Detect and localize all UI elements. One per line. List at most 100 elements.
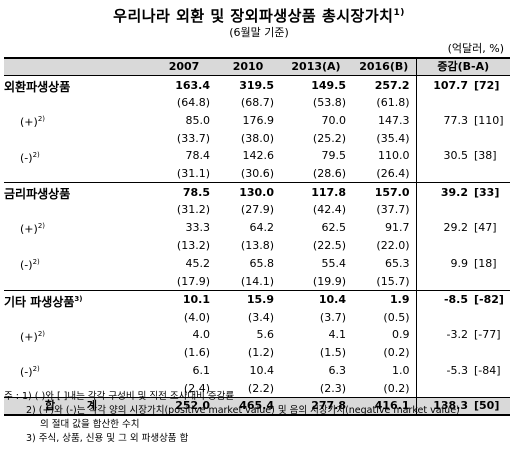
cell-value: 6.3	[328, 364, 347, 378]
table-row: (+)2) 85.0 176.9 70.0 147.3 77.3 [110]	[4, 111, 510, 131]
cell-change-rate	[468, 166, 511, 184]
cell-value: 5.6	[256, 328, 275, 342]
row-label: (-)2)	[20, 150, 40, 165]
cell-value: (1.5)	[319, 346, 346, 360]
row-label	[4, 166, 152, 184]
cell-change-rate	[468, 202, 510, 218]
table-row: (64.8) (68.7) (53.8) (61.8)	[4, 95, 510, 111]
cell-value: 147.3	[378, 113, 410, 127]
cell-value: (26.4)	[352, 166, 416, 184]
cell-change	[415, 345, 468, 362]
cell-change: 107.7	[415, 75, 468, 95]
row-label	[4, 345, 152, 361]
total-value: 416.1	[352, 396, 416, 416]
cell-change	[415, 309, 468, 326]
cell-value: (61.8)	[376, 96, 410, 109]
cell-value: (22.0)	[376, 238, 410, 252]
cell-change-rate: [72]	[474, 78, 500, 92]
cell-value: (68.7)	[240, 96, 274, 109]
cell-value: 78.5	[182, 185, 210, 199]
total-label: 합 계	[4, 396, 152, 416]
cell-value: (3.7)	[319, 310, 346, 324]
cell-value: 10.4	[249, 364, 275, 378]
cell-value: 163.4	[175, 78, 210, 92]
footnote: 주 : 1) ( )와 [ ]내는 각각 구성비 및 직전 조사대비 증감률	[4, 391, 235, 402]
cell-change: 9.9	[415, 253, 468, 274]
row-label: (-)2)	[20, 365, 40, 379]
header-2007: 2007	[152, 57, 216, 76]
table-row: (17.9) (14.1) (19.9) (15.7)	[4, 273, 511, 291]
cell-value: (25.2)	[312, 131, 346, 145]
header-2016: 2016(B)	[352, 57, 416, 76]
cell-value: 176.9	[242, 113, 275, 127]
cell-value: 10.1	[182, 293, 210, 307]
cell-value: 65.3	[385, 256, 410, 270]
cell-value: (31.1)	[152, 166, 216, 184]
cell-value: 4.1	[328, 328, 347, 342]
cell-change-rate: [-84]	[474, 364, 501, 378]
cell-value: 257.2	[374, 78, 410, 92]
cell-value: (38.0)	[240, 131, 274, 145]
cell-value: (13.8)	[240, 238, 274, 252]
cell-value: (19.9)	[280, 273, 352, 291]
cell-value: 110.0	[378, 149, 410, 163]
table-row: (-)2) 45.2 65.8 55.4 65.3 9.9 [18]	[4, 253, 510, 274]
cell-change	[415, 95, 468, 111]
cell-change-rate: [47]	[474, 221, 497, 235]
cell-value: 130.0	[239, 185, 274, 199]
row-label: 금리파생상품	[4, 187, 71, 202]
cell-change: 30.5	[415, 146, 468, 167]
cell-change-rate: [33]	[474, 185, 500, 199]
cell-value: 319.5	[239, 78, 274, 92]
cell-value: 79.5	[321, 149, 347, 163]
table-row: (+)2) 33.3 64.2 62.5 91.7 29.2 [47]	[4, 218, 510, 238]
cell-value: (28.6)	[280, 166, 352, 184]
cell-value: (17.9)	[152, 273, 216, 291]
cell-value: 157.0	[374, 185, 410, 199]
cell-value: (3.4)	[247, 310, 274, 324]
cell-change-rate: [-82]	[474, 293, 504, 307]
cell-value: 78.4	[185, 149, 211, 163]
cell-value: 1.0	[392, 364, 410, 378]
header-2010: 2010	[216, 57, 280, 76]
cell-value: (2.3)	[280, 380, 352, 398]
table-row: (31.1) (30.6) (28.6) (26.4)	[4, 166, 511, 184]
table-row: (+)2) 4.0 5.6 4.1 0.9 -3.2 [-77]	[4, 325, 510, 346]
cell-value: (35.4)	[376, 131, 410, 145]
row-label: 외환파생상품	[4, 80, 71, 94]
cell-value: (13.2)	[176, 238, 210, 252]
cell-value: (33.7)	[176, 131, 210, 145]
derivatives-table: 2007 2010 2013(A) 2016(B) 증감(B-A) 외환파생상품…	[4, 57, 511, 416]
cell-change	[415, 166, 468, 184]
cell-value: (14.1)	[216, 273, 280, 291]
row-label	[4, 131, 152, 147]
cell-value: (31.2)	[176, 203, 210, 217]
cell-change-rate	[468, 310, 510, 326]
header-label	[4, 57, 152, 76]
cell-value: (1.6)	[183, 346, 210, 360]
row-label	[4, 95, 152, 111]
footnote: 2) (+)와 (-)는 각각 양의 시장가치(positive market …	[26, 405, 460, 416]
cell-change-rate: [38]	[474, 149, 497, 163]
cell-change	[415, 130, 468, 147]
cell-value: (1.2)	[247, 346, 274, 360]
cell-value: (2.2)	[216, 380, 280, 398]
cell-value: (15.7)	[352, 273, 416, 291]
header-change: 증감(B-A)	[415, 57, 511, 76]
cell-change: -5.3	[415, 361, 468, 381]
cell-value: 85.0	[185, 113, 211, 127]
cell-value: (27.9)	[240, 203, 274, 217]
table-row: (-)2) 78.4 142.6 79.5 110.0 30.5 [38]	[4, 146, 510, 167]
cell-change: -8.5	[415, 290, 468, 310]
cell-change-rate	[468, 273, 511, 291]
total-change-rate: [50]	[468, 396, 511, 416]
page-title: 우리나라 외환 및 장외파생상품 총시장가치1)	[113, 7, 405, 25]
cell-value: 117.8	[311, 185, 346, 199]
footnote: 3) 주식, 상품, 신용 및 그 외 파생상품 합	[26, 433, 189, 444]
cell-value: 64.2	[249, 221, 275, 235]
total-value: 465.4	[216, 396, 280, 416]
subtitle: (6월말 기준)	[229, 26, 289, 39]
cell-value: (64.8)	[176, 96, 210, 109]
cell-change: -3.2	[415, 325, 468, 346]
total-value: 277.8	[280, 396, 352, 416]
